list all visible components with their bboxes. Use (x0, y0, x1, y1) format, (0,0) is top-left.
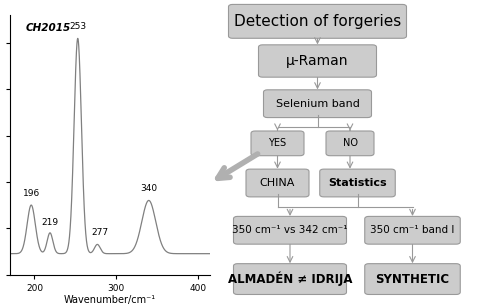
Text: 350 cm⁻¹ vs 342 cm⁻¹: 350 cm⁻¹ vs 342 cm⁻¹ (232, 225, 348, 235)
Text: 196: 196 (22, 189, 40, 198)
Text: NO: NO (342, 138, 357, 148)
FancyBboxPatch shape (251, 131, 304, 156)
FancyBboxPatch shape (234, 264, 346, 295)
Text: 340: 340 (140, 185, 158, 193)
FancyBboxPatch shape (320, 169, 395, 197)
Text: Statistics: Statistics (328, 178, 387, 188)
X-axis label: Wavenumber/cm⁻¹: Wavenumber/cm⁻¹ (64, 295, 156, 305)
Text: 219: 219 (42, 218, 58, 227)
FancyBboxPatch shape (258, 45, 376, 77)
Text: Selenium band: Selenium band (276, 99, 359, 109)
Text: ALMADÉN ≠ IDRIJA: ALMADÉN ≠ IDRIJA (228, 272, 352, 286)
FancyBboxPatch shape (234, 217, 346, 244)
FancyBboxPatch shape (326, 131, 374, 156)
Text: 350 cm⁻¹ band I: 350 cm⁻¹ band I (370, 225, 454, 235)
FancyBboxPatch shape (246, 169, 309, 197)
Text: YES: YES (268, 138, 286, 148)
FancyBboxPatch shape (364, 264, 460, 295)
FancyBboxPatch shape (264, 90, 372, 117)
Text: μ-Raman: μ-Raman (286, 54, 349, 68)
Text: 253: 253 (69, 23, 86, 31)
FancyBboxPatch shape (364, 217, 460, 244)
Text: SYNTHETIC: SYNTHETIC (376, 273, 450, 285)
FancyBboxPatch shape (228, 5, 406, 38)
Text: CH2015: CH2015 (26, 23, 72, 33)
Text: 277: 277 (91, 228, 108, 238)
Text: CHINA: CHINA (260, 178, 295, 188)
Text: Detection of forgeries: Detection of forgeries (234, 14, 401, 29)
